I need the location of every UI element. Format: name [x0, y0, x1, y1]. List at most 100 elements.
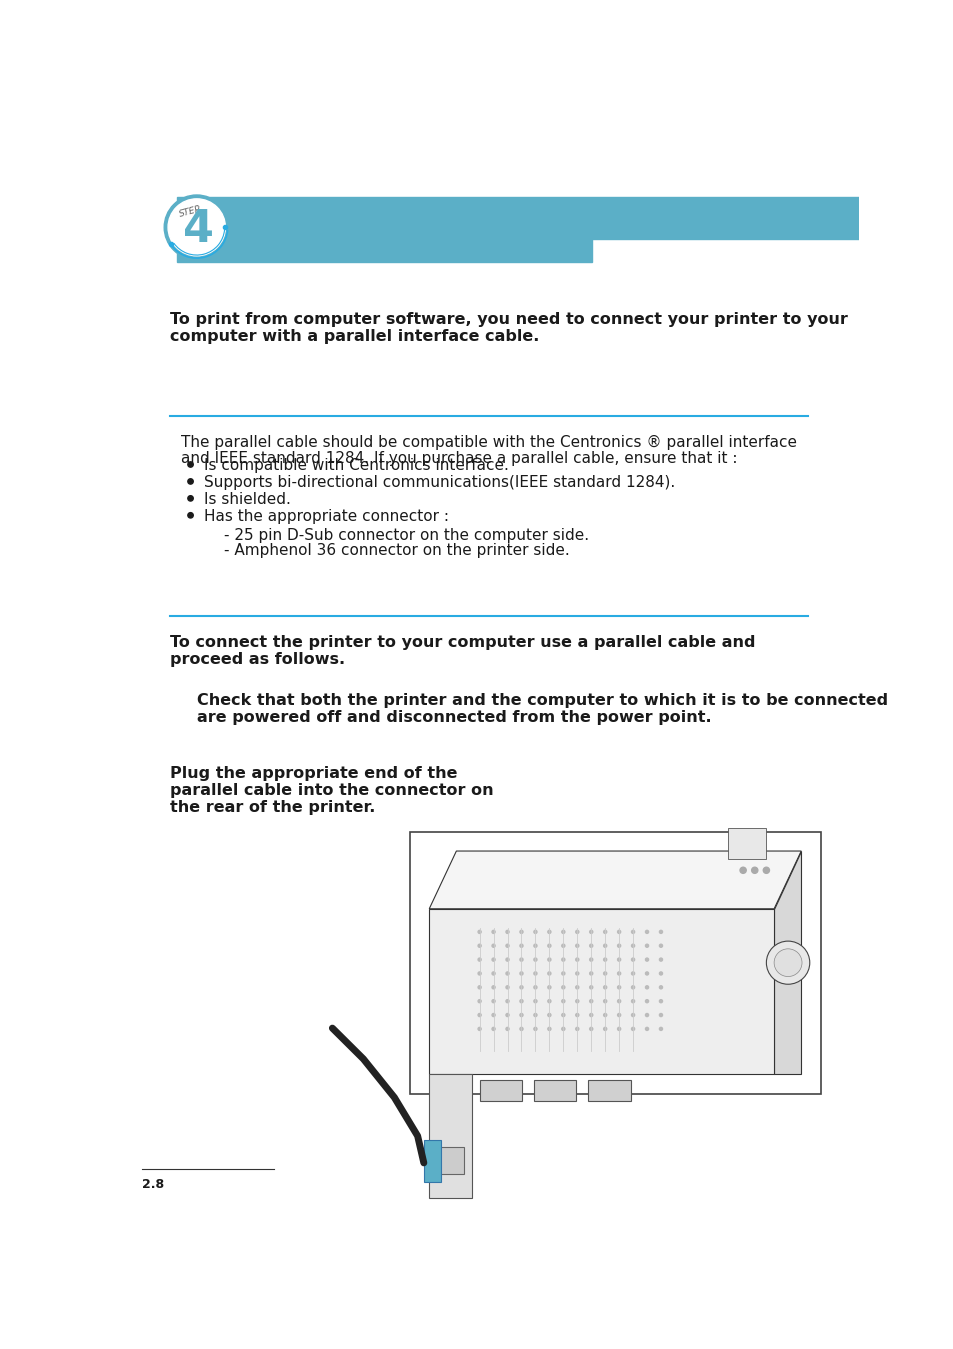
Circle shape	[492, 931, 495, 934]
Circle shape	[561, 1000, 564, 1002]
Circle shape	[575, 931, 578, 934]
Circle shape	[659, 1028, 661, 1031]
Bar	[177, 197, 858, 239]
Text: - 25 pin D-Sub connector on the computer side.: - 25 pin D-Sub connector on the computer…	[224, 527, 588, 542]
Circle shape	[659, 971, 661, 975]
Text: parallel cable into the connector on: parallel cable into the connector on	[170, 784, 493, 799]
Circle shape	[575, 986, 578, 989]
Circle shape	[477, 971, 480, 975]
Circle shape	[477, 931, 480, 934]
Circle shape	[492, 958, 495, 960]
Circle shape	[519, 958, 522, 960]
Circle shape	[477, 1013, 480, 1017]
Circle shape	[773, 948, 801, 977]
Polygon shape	[429, 851, 801, 909]
Circle shape	[168, 198, 225, 256]
Circle shape	[659, 944, 661, 947]
Circle shape	[765, 942, 809, 985]
Circle shape	[561, 958, 564, 960]
Circle shape	[589, 931, 592, 934]
Circle shape	[534, 931, 537, 934]
Circle shape	[492, 971, 495, 975]
Bar	[534, 1079, 576, 1101]
Circle shape	[617, 944, 620, 947]
Circle shape	[603, 944, 606, 947]
Circle shape	[762, 867, 769, 873]
Circle shape	[547, 1013, 550, 1017]
Circle shape	[589, 1028, 592, 1031]
Circle shape	[505, 931, 509, 934]
Circle shape	[561, 1013, 564, 1017]
Circle shape	[547, 1028, 550, 1031]
Circle shape	[519, 944, 522, 947]
Circle shape	[575, 944, 578, 947]
Circle shape	[547, 944, 550, 947]
Circle shape	[631, 1000, 634, 1002]
Circle shape	[534, 1028, 537, 1031]
Text: 4: 4	[183, 208, 213, 251]
Circle shape	[740, 867, 745, 873]
Text: Supports bi-directional communications(IEEE standard 1284).: Supports bi-directional communications(I…	[204, 475, 675, 490]
Circle shape	[492, 986, 495, 989]
Text: To print from computer software, you need to connect your printer to your: To print from computer software, you nee…	[170, 312, 846, 326]
Circle shape	[617, 1013, 620, 1017]
Bar	[410, 832, 820, 1094]
Circle shape	[659, 986, 661, 989]
Circle shape	[603, 986, 606, 989]
Bar	[429, 1074, 472, 1198]
Circle shape	[603, 1000, 606, 1002]
Circle shape	[659, 1013, 661, 1017]
Circle shape	[477, 958, 480, 960]
Circle shape	[589, 958, 592, 960]
Circle shape	[631, 931, 634, 934]
Circle shape	[575, 1028, 578, 1031]
Bar	[423, 1140, 440, 1182]
Text: are powered off and disconnected from the power point.: are powered off and disconnected from th…	[196, 710, 711, 726]
Polygon shape	[429, 909, 773, 1074]
Text: 2.8: 2.8	[142, 1178, 165, 1191]
Circle shape	[505, 944, 509, 947]
Circle shape	[477, 986, 480, 989]
Circle shape	[631, 1013, 634, 1017]
Circle shape	[631, 986, 634, 989]
Circle shape	[492, 1028, 495, 1031]
Circle shape	[547, 986, 550, 989]
Circle shape	[505, 1000, 509, 1002]
Bar	[727, 828, 765, 859]
Circle shape	[519, 986, 522, 989]
Text: and IEEE standard 1284. If you purchase a parallel cable, ensure that it :: and IEEE standard 1284. If you purchase …	[181, 451, 737, 465]
Text: The parallel cable should be compatible with the Centronics ® parallel interface: The parallel cable should be compatible …	[181, 436, 797, 451]
Circle shape	[659, 1000, 661, 1002]
Circle shape	[505, 1013, 509, 1017]
Circle shape	[492, 1000, 495, 1002]
Circle shape	[534, 1013, 537, 1017]
Circle shape	[534, 986, 537, 989]
Circle shape	[534, 958, 537, 960]
Circle shape	[617, 1000, 620, 1002]
Circle shape	[561, 971, 564, 975]
Circle shape	[645, 986, 648, 989]
Circle shape	[645, 931, 648, 934]
Circle shape	[575, 971, 578, 975]
Circle shape	[561, 931, 564, 934]
Circle shape	[617, 958, 620, 960]
Text: computer with a parallel interface cable.: computer with a parallel interface cable…	[170, 329, 538, 344]
Circle shape	[645, 971, 648, 975]
Circle shape	[589, 944, 592, 947]
Circle shape	[589, 986, 592, 989]
Text: - Amphenol 36 connector on the printer side.: - Amphenol 36 connector on the printer s…	[224, 544, 569, 558]
Circle shape	[534, 1000, 537, 1002]
Circle shape	[519, 1013, 522, 1017]
Circle shape	[631, 958, 634, 960]
Circle shape	[589, 1013, 592, 1017]
Circle shape	[617, 1028, 620, 1031]
Circle shape	[505, 971, 509, 975]
Text: proceed as follows.: proceed as follows.	[170, 653, 344, 668]
Circle shape	[603, 1013, 606, 1017]
Circle shape	[164, 196, 229, 259]
Circle shape	[659, 958, 661, 960]
Circle shape	[188, 495, 193, 500]
Bar	[435, 1148, 464, 1175]
Circle shape	[751, 867, 757, 873]
Circle shape	[561, 1028, 564, 1031]
